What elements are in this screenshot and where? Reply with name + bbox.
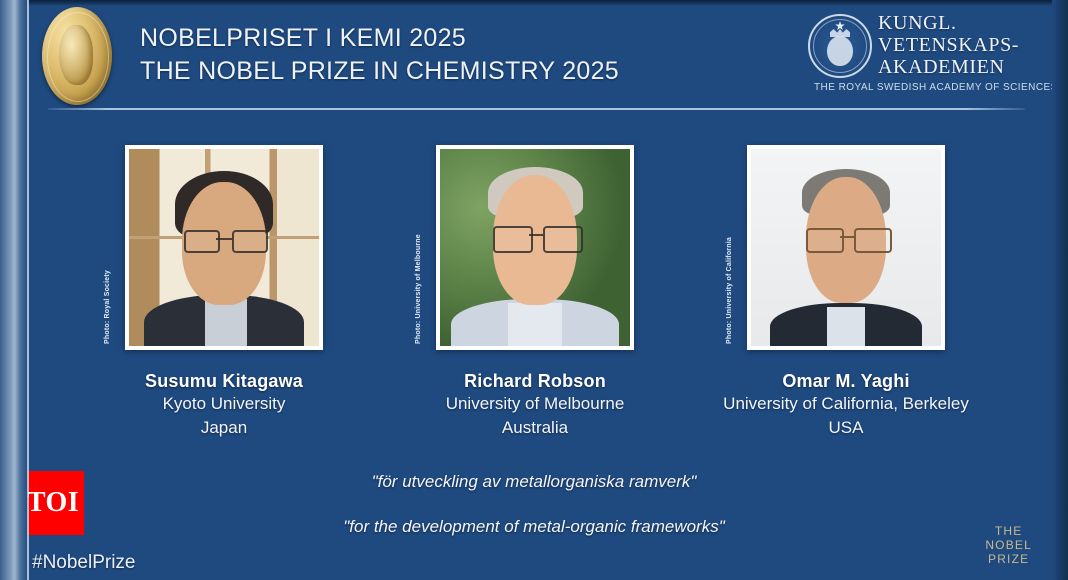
laureate-card-3: Photo: University of California Omar M. … (691, 145, 1001, 440)
citation-swedish: "för utveckling av metallorganiska ramve… (371, 472, 697, 491)
laureate-affiliation-3: University of California, Berkeley (723, 394, 969, 413)
seal-figure-icon (827, 36, 853, 66)
video-frame-right-edge (1052, 0, 1068, 580)
slide-header: NOBELPRISET I KEMI 2025 THE NOBEL PRIZE … (0, 0, 1068, 118)
wordmark-line3: PRIZE (987, 552, 1030, 566)
toi-watermark-logo: TOI (22, 471, 84, 535)
wordmark-line2: NOBEL (985, 538, 1032, 552)
seal-ring (813, 19, 867, 73)
academy-subtitle: THE ROYAL SWEDISH ACADEMY OF SCIENCES (814, 82, 1058, 93)
video-frame-top-edge (0, 0, 1068, 6)
academy-name-line3: AKADEMIEN (878, 56, 1005, 78)
wordmark-line1: THE (994, 524, 1023, 538)
title-english: THE NOBEL PRIZE IN CHEMISTRY 2025 (140, 57, 620, 85)
laureate-photo-frame-3: Photo: University of California (726, 145, 945, 350)
hashtag-label: #NobelPrize (32, 552, 136, 573)
toi-logo-text: TOI (26, 487, 80, 518)
seal-star-icon (835, 21, 845, 31)
laureate-country-3: USA (828, 418, 864, 437)
photo-credit-2: Photo: University of Melbourne (415, 234, 422, 344)
photo-credit-1: Photo: Royal Society (104, 269, 111, 344)
page-title: NOBELPRISET I KEMI 2025 THE NOBEL PRIZE … (140, 22, 619, 88)
laureate-card-2: Photo: University of Melbourne Richard R… (380, 145, 690, 440)
laureate-card-1: Photo: Royal Society Susumu Kitagawa Kyo… (69, 145, 379, 440)
video-frame-left-edge (0, 0, 28, 580)
laureate-name-3: Omar M. Yaghi (782, 371, 910, 391)
academy-name: KUNGL. VETENSKAPS- AKADEMIEN (878, 12, 1019, 78)
laureate-name-2: Richard Robson (464, 371, 606, 391)
laureate-photo-2 (440, 149, 630, 346)
royal-swedish-academy-logo: KUNGL. VETENSKAPS- AKADEMIEN THE ROYAL S… (808, 12, 1057, 104)
academy-seal-icon (808, 14, 872, 78)
citation-english: "for the development of metal-organic fr… (343, 517, 725, 536)
photo-credit-3: Photo: University of California (726, 237, 733, 344)
laureate-country-2: Australia (501, 418, 569, 437)
laureate-photo-3 (751, 149, 941, 346)
video-frame-left-hairline (27, 0, 29, 580)
header-divider (48, 108, 1025, 110)
laureate-photo-frame-1: Photo: Royal Society (104, 145, 323, 350)
academy-name-line1: KUNGL. (878, 12, 957, 34)
laureate-photo-1 (129, 149, 319, 346)
title-swedish: NOBELPRISET I KEMI 2025 (140, 24, 467, 52)
laureate-name-1: Susumu Kitagawa (144, 371, 304, 391)
laureate-photo-frame-2: Photo: University of Melbourne (415, 145, 634, 350)
seal-crown-icon (830, 29, 850, 37)
laureate-affiliation-2: University of Melbourne (445, 394, 625, 413)
nobel-medal-icon (42, 7, 112, 105)
laureate-affiliation-1: Kyoto University (162, 394, 286, 413)
nobel-prize-wordmark: THE NOBEL PRIZE (985, 524, 1032, 566)
academy-name-line2: VETENSKAPS- (878, 34, 1020, 56)
laureate-country-1: Japan (200, 418, 248, 437)
